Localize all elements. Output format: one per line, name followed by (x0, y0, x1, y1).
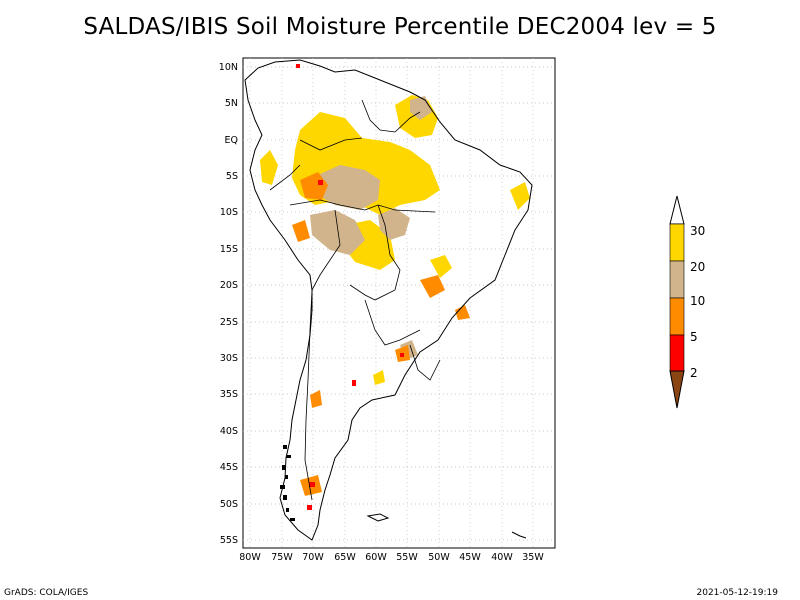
x-axis-labels: 80W 75W 70W 65W 60W 55W 50W 45W 40W 35W (239, 552, 544, 563)
y-tick-label: 5S (226, 171, 238, 182)
shade-red (307, 505, 312, 510)
south-georgia (511, 531, 527, 539)
border-line (349, 204, 401, 301)
x-tick-label: 60W (365, 552, 387, 563)
y-tick-label: EQ (225, 135, 238, 146)
y-tick-label: 25S (220, 317, 238, 328)
colorbar-swatch-5 (669, 334, 685, 372)
shade-orange (420, 275, 445, 298)
x-tick-label: 40W (491, 552, 513, 563)
south-america-outline (244, 59, 533, 541)
country-borders (269, 99, 441, 501)
y-tick-label: 55S (220, 535, 238, 546)
shade-red (400, 353, 404, 357)
fjord-mark (286, 508, 289, 512)
map-title: SALDAS/IBIS Soil Moisture Percentile DEC… (83, 14, 717, 40)
shade-orange (300, 172, 328, 200)
x-tick-label: 70W (302, 552, 324, 563)
x-tick-label: 80W (239, 552, 261, 563)
fjord-mark (283, 495, 287, 500)
shade-yellow (373, 370, 385, 385)
x-tick-label: 75W (271, 552, 293, 563)
shade-red (309, 482, 315, 487)
border-line (304, 289, 313, 501)
colorbar-swatch-10 (669, 297, 685, 336)
shade-yellow (510, 182, 530, 210)
colorbar-swatch-30 (669, 223, 685, 262)
shade-yellow (260, 150, 278, 185)
fjord-mark (286, 455, 291, 458)
border-line (269, 164, 301, 191)
fjord-mark (290, 518, 295, 521)
fjord-coast (280, 445, 295, 521)
colorbar-label: 20 (690, 260, 705, 274)
map-frame (242, 57, 556, 549)
colorbar: 30 20 10 5 2 (669, 195, 705, 409)
fjord-mark (283, 445, 287, 449)
colorbar-label: 5 (690, 330, 698, 344)
border-line (311, 209, 341, 291)
fjord-mark (285, 475, 288, 479)
x-tick-label: 35W (522, 552, 544, 563)
y-tick-label: 20S (220, 280, 238, 291)
x-tick-label: 50W (428, 552, 450, 563)
y-tick-label: 10N (219, 62, 238, 73)
colorbar-swatch-20 (669, 260, 685, 299)
footer-credit: GrADS: COLA/IGES (4, 588, 89, 598)
colorbar-bottom-arrow (669, 370, 685, 409)
y-tick-label: 10S (220, 207, 238, 218)
y-tick-label: 5N (225, 98, 238, 109)
x-tick-label: 45W (459, 552, 481, 563)
shade-orange (292, 220, 310, 242)
y-axis-labels: 10N 5N EQ 5S 10S 15S 20S 25S 30S 35S 40S… (219, 62, 238, 546)
border-line (299, 137, 363, 151)
y-tick-label: 50S (220, 499, 238, 510)
shade-orange (310, 390, 322, 408)
shade-tan (318, 165, 380, 210)
colorbar-label: 30 (690, 224, 705, 238)
shade-red (352, 380, 356, 386)
y-tick-label: 15S (220, 244, 238, 255)
y-tick-label: 45S (220, 462, 238, 473)
y-tick-label: 30S (220, 353, 238, 364)
colorbar-top-arrow (669, 195, 685, 225)
colorbar-label: 2 (690, 366, 698, 380)
colorbar-label: 10 (690, 294, 705, 308)
border-line (364, 299, 421, 346)
shade-red (296, 64, 300, 68)
border-line (361, 99, 396, 133)
shade-orange (455, 305, 470, 320)
x-tick-label: 55W (396, 552, 418, 563)
shade-yellow (430, 255, 452, 278)
y-tick-label: 40S (220, 426, 238, 437)
y-tick-label: 35S (220, 389, 238, 400)
border-line (409, 344, 441, 381)
border-line (289, 199, 436, 213)
fjord-mark (280, 485, 285, 489)
footer-timestamp: 2021-05-12-19:19 (696, 588, 779, 598)
shade-tan (310, 210, 365, 255)
x-tick-label: 65W (334, 552, 356, 563)
shade-red (318, 180, 323, 185)
border-line (394, 111, 421, 133)
fjord-mark (282, 465, 286, 470)
falkland-islands (366, 513, 390, 522)
